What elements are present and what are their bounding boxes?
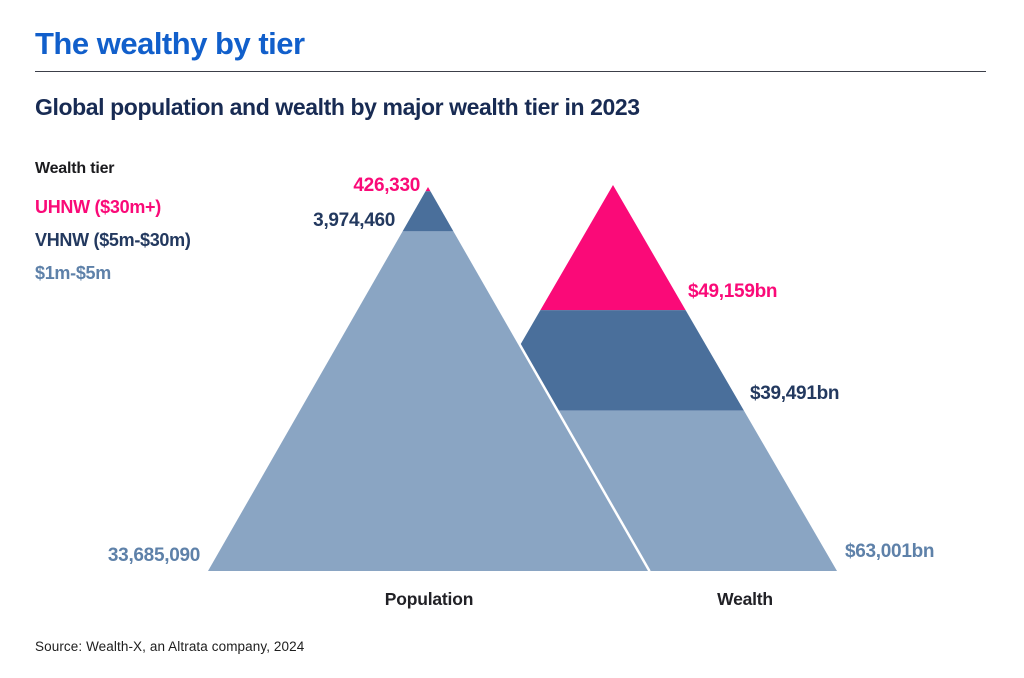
population-pyramid-1m-5m-band — [208, 231, 648, 571]
legend-item-vhnw: VHNW ($5m-$30m) — [35, 230, 191, 250]
wealth-pyramid-vhnw-band — [482, 310, 744, 411]
wealth-uhnw-value: $49,159bn — [688, 281, 778, 302]
page-title: The wealthy by tier — [35, 26, 305, 61]
legend-item-1m-5m: $1m-$5m — [35, 263, 111, 283]
wealth-pyramid-uhnw-band — [540, 185, 686, 311]
population-1m-5m-value: 33,685,090 — [107, 545, 200, 566]
wealth-vhnw-value: $39,491bn — [750, 383, 840, 404]
wealth-axis-label: Wealth — [717, 589, 773, 609]
population-uhnw-value: 426,330 — [353, 175, 420, 196]
population-axis-label: Population — [384, 589, 474, 609]
legend: Wealth tier UHNW ($30m+) VHNW ($5m-$30m)… — [35, 160, 191, 297]
population-pyramid-vhnw-band — [402, 191, 454, 232]
wealth-1m-5m-value: $63,001bn — [845, 541, 935, 562]
population-vhnw-value: 3,974,460 — [313, 210, 395, 231]
population-pyramid-uhnw-band — [425, 187, 431, 192]
legend-heading: Wealth tier — [35, 160, 115, 177]
title-divider — [35, 71, 986, 72]
source-note: Source: Wealth-X, an Altrata company, 20… — [35, 639, 305, 654]
chart-subtitle: Global population and wealth by major we… — [35, 94, 640, 120]
legend-item-uhnw: UHNW ($30m+) — [35, 197, 161, 217]
